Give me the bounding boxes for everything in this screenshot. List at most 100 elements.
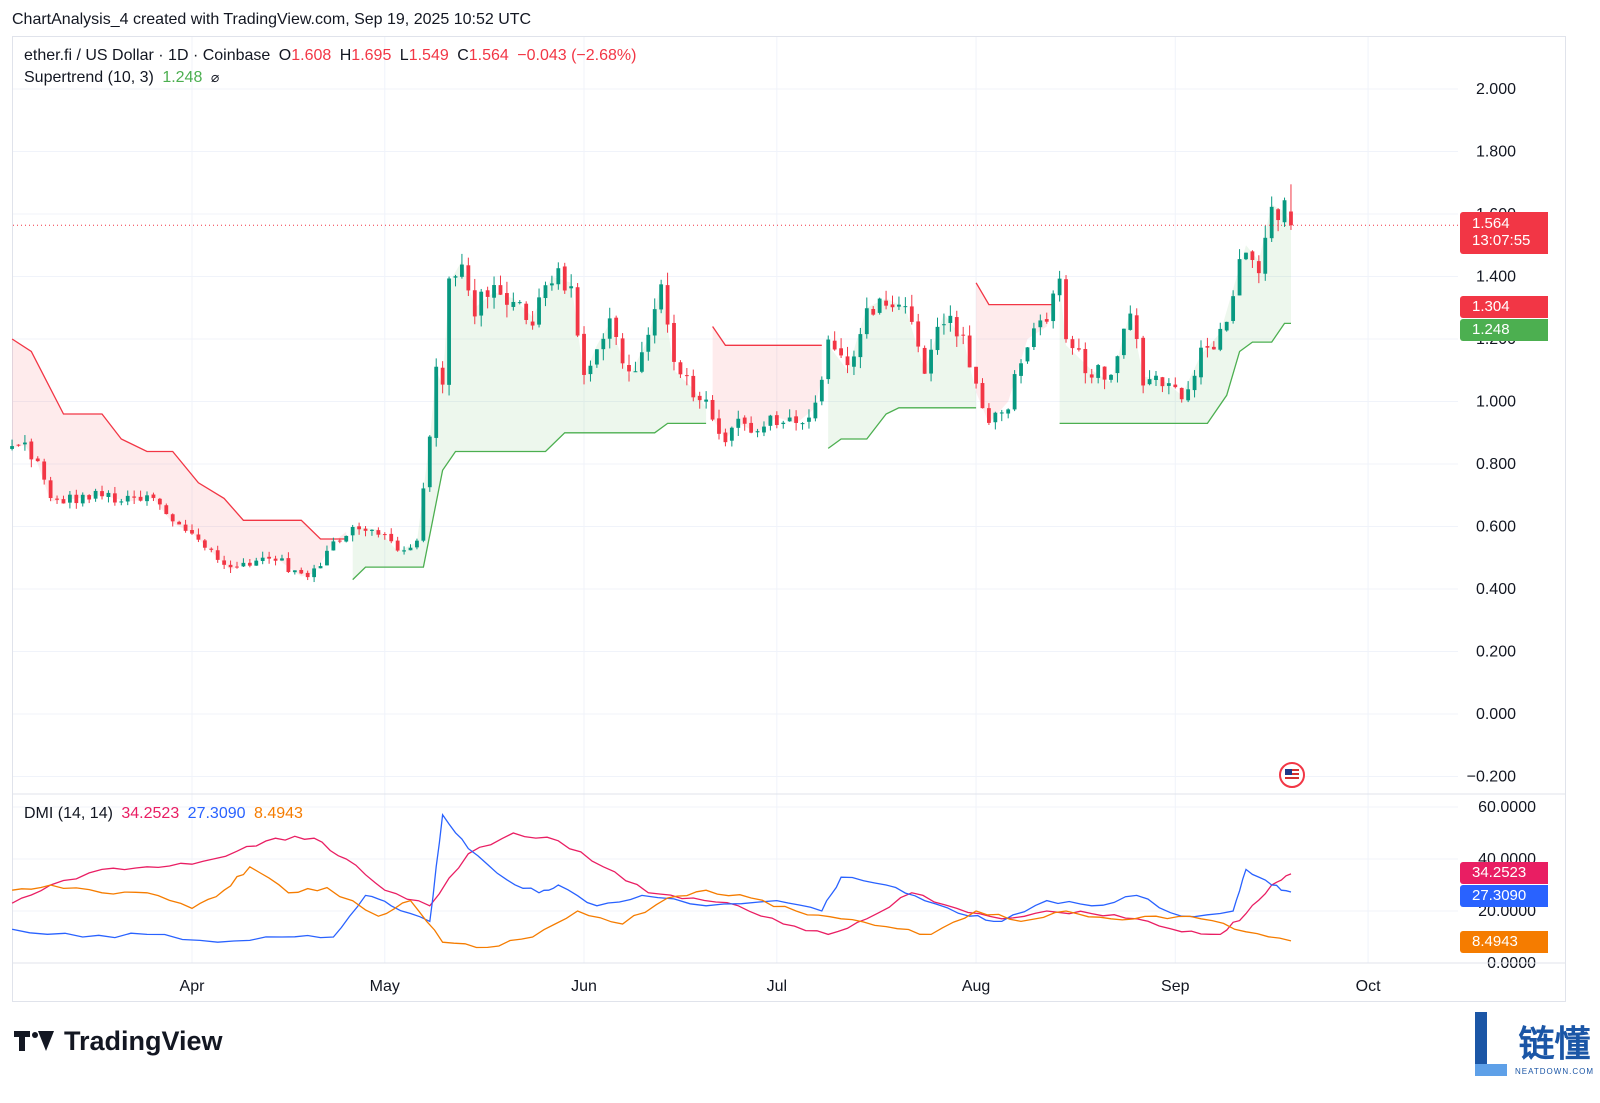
candle-body[interactable]	[594, 349, 599, 365]
candle-body[interactable]	[684, 375, 689, 377]
candle-body[interactable]	[312, 568, 317, 578]
candle-body[interactable]	[646, 334, 651, 352]
candle-body[interactable]	[1064, 279, 1068, 340]
candle-body[interactable]	[1179, 387, 1184, 400]
candle-body[interactable]	[582, 333, 586, 375]
candle-body[interactable]	[145, 495, 149, 502]
candle-body[interactable]	[903, 306, 908, 308]
candle-body[interactable]	[723, 432, 728, 443]
candle-body[interactable]	[524, 303, 529, 320]
candle-body[interactable]	[389, 533, 394, 542]
candle-body[interactable]	[1012, 374, 1017, 410]
candle-body[interactable]	[961, 334, 966, 336]
candle-body[interactable]	[1244, 252, 1248, 260]
candle-body[interactable]	[344, 535, 349, 542]
candle-body[interactable]	[1019, 363, 1023, 376]
candle-body[interactable]	[1282, 200, 1287, 223]
candle-body[interactable]	[1269, 206, 1274, 239]
candle-body[interactable]	[376, 530, 381, 535]
candle-body[interactable]	[35, 458, 40, 462]
candle-body[interactable]	[382, 534, 387, 536]
candle-body[interactable]	[826, 339, 831, 380]
candle-body[interactable]	[1211, 346, 1216, 350]
candle-body[interactable]	[511, 301, 516, 307]
candle-body[interactable]	[363, 528, 368, 531]
candle-body[interactable]	[742, 417, 747, 424]
candle-body[interactable]	[485, 290, 490, 297]
candle-body[interactable]	[440, 367, 445, 385]
candle-body[interactable]	[299, 569, 304, 574]
candle-body[interactable]	[839, 348, 843, 356]
candle-body[interactable]	[948, 315, 953, 323]
hidden-eye-icon[interactable]: ⌀	[210, 69, 220, 85]
candle-body[interactable]	[659, 284, 664, 310]
candle-body[interactable]	[942, 324, 946, 326]
candle-body[interactable]	[652, 309, 657, 336]
candle-body[interactable]	[260, 557, 265, 561]
candle-body[interactable]	[138, 496, 143, 501]
candle-body[interactable]	[1218, 328, 1223, 350]
brand-logo[interactable]: TradingView	[14, 1026, 223, 1057]
candle-body[interactable]	[10, 446, 14, 449]
candle-body[interactable]	[935, 326, 940, 351]
candle-body[interactable]	[235, 566, 239, 568]
candle-body[interactable]	[273, 558, 278, 561]
candle-body[interactable]	[691, 375, 696, 398]
candle-body[interactable]	[530, 321, 535, 326]
candle-body[interactable]	[215, 550, 220, 560]
candle-body[interactable]	[762, 426, 766, 433]
candle-body[interactable]	[472, 290, 477, 317]
candle-body[interactable]	[967, 335, 972, 368]
candle-body[interactable]	[112, 493, 117, 503]
candle-body[interactable]	[800, 423, 805, 425]
candle-body[interactable]	[1166, 383, 1171, 386]
candle-body[interactable]	[569, 286, 574, 289]
candle-body[interactable]	[845, 356, 850, 366]
candle-body[interactable]	[1231, 296, 1236, 321]
candle-body[interactable]	[1141, 337, 1146, 386]
candle-body[interactable]	[627, 364, 631, 372]
candle-body[interactable]	[132, 496, 137, 498]
candle-body[interactable]	[1173, 384, 1178, 388]
candle-body[interactable]	[1205, 346, 1210, 348]
candle-body[interactable]	[884, 300, 888, 306]
candle-body[interactable]	[466, 265, 471, 291]
candle-body[interactable]	[241, 562, 246, 567]
candle-body[interactable]	[620, 338, 625, 364]
candle-body[interactable]	[125, 495, 130, 502]
candle-body[interactable]	[993, 412, 998, 423]
candle-body[interactable]	[672, 322, 676, 362]
candle-body[interactable]	[1051, 293, 1056, 322]
candle-body[interactable]	[177, 521, 182, 525]
candle-body[interactable]	[749, 422, 754, 433]
candle-body[interactable]	[813, 402, 818, 419]
us-flag-icon[interactable]	[1279, 762, 1305, 788]
candle-body[interactable]	[678, 362, 683, 375]
candle-body[interactable]	[479, 291, 484, 316]
candle-body[interactable]	[549, 283, 554, 286]
candle-body[interactable]	[1070, 339, 1075, 349]
candle-body[interactable]	[55, 498, 59, 500]
candle-body[interactable]	[460, 264, 464, 277]
candle-body[interactable]	[729, 427, 734, 441]
candle-body[interactable]	[922, 347, 927, 374]
candle-body[interactable]	[537, 297, 541, 325]
candle-body[interactable]	[267, 556, 272, 559]
candle-body[interactable]	[1256, 261, 1261, 274]
candle-body[interactable]	[954, 317, 959, 337]
candle-body[interactable]	[787, 417, 792, 422]
candle-body[interactable]	[607, 318, 612, 339]
candle-body[interactable]	[980, 383, 985, 409]
candle-body[interactable]	[305, 572, 310, 578]
candle-body[interactable]	[517, 302, 522, 304]
candle-body[interactable]	[974, 366, 978, 384]
candle-body[interactable]	[453, 276, 458, 278]
candle-body[interactable]	[23, 442, 27, 445]
candle-body[interactable]	[794, 416, 799, 423]
candle-body[interactable]	[48, 480, 53, 499]
candle-body[interactable]	[280, 558, 284, 561]
candle-body[interactable]	[864, 308, 869, 335]
candle-body[interactable]	[704, 399, 709, 402]
candle-body[interactable]	[190, 529, 194, 534]
candle-body[interactable]	[498, 285, 503, 295]
